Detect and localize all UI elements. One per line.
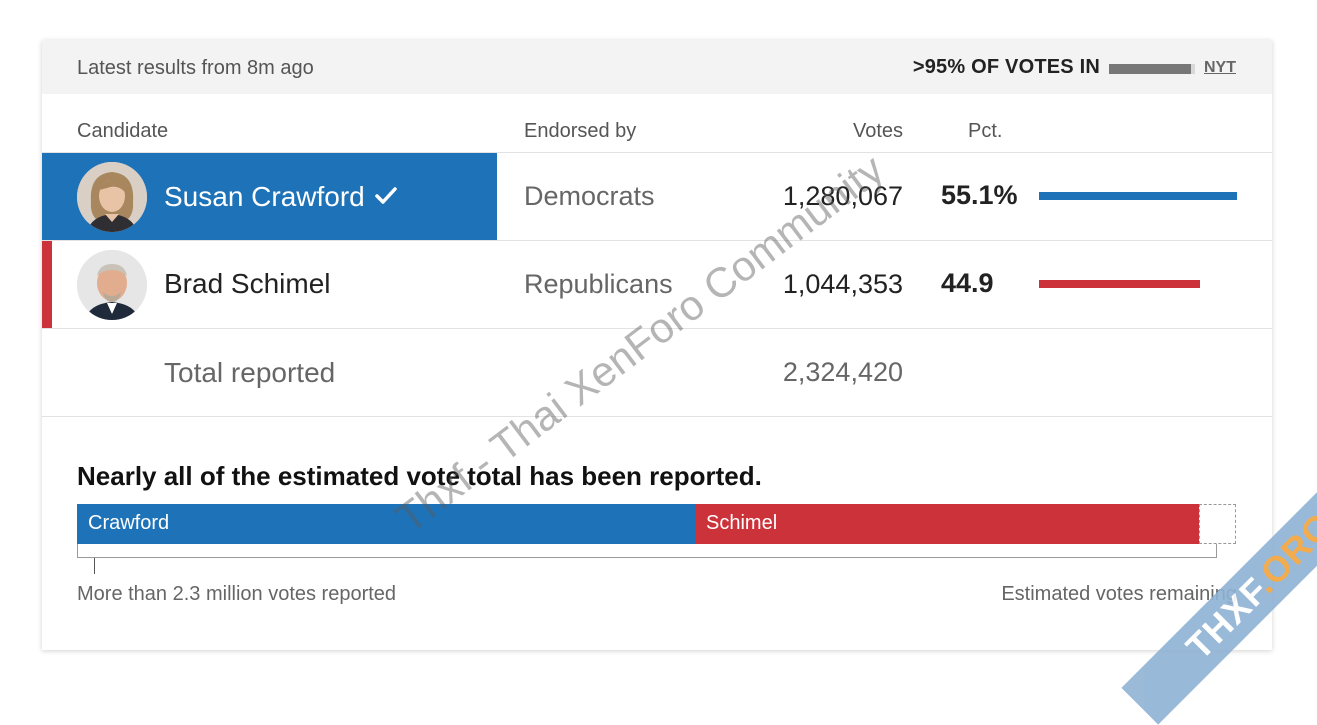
- table-divider: [42, 328, 1272, 329]
- checkmark-icon: [375, 180, 397, 212]
- avatar-crawford: [77, 162, 147, 232]
- results-card: Latest results from 8m ago >95% OF VOTES…: [42, 40, 1272, 650]
- vote-count: 1,044,353: [782, 269, 903, 299]
- candidate-row-schimel: Brad Schimel Republicans 1,044,353 44.9: [42, 241, 1272, 328]
- estimated-vote-stack-bar: Crawford Schimel: [77, 504, 1236, 544]
- party-color-stripe: [42, 241, 52, 328]
- table-divider: [42, 240, 1272, 241]
- reported-bracket-tick: [94, 558, 95, 574]
- table-divider: [42, 152, 1272, 153]
- avatar-schimel: [77, 250, 147, 320]
- total-reported-label: Total reported: [164, 357, 336, 388]
- total-vote-count: 2,324,420: [782, 357, 903, 387]
- total-row: Total reported 2,324,420: [42, 329, 1272, 416]
- source-link[interactable]: NYT: [1204, 59, 1236, 76]
- column-header-candidate: Candidate: [77, 120, 169, 142]
- candidate-name: Brad Schimel: [164, 268, 331, 299]
- endorsed-by: Republicans: [524, 269, 673, 299]
- reporting-progress-fill: [1109, 64, 1191, 74]
- candidate-row-crawford: Susan Crawford Democrats 1,280,067 55.1%: [42, 153, 1272, 240]
- stack-segment-crawford: Crawford: [77, 504, 695, 544]
- column-header-votes: Votes: [852, 120, 903, 142]
- vote-percent: 55.1%: [941, 180, 1018, 210]
- estimate-heading: Nearly all of the estimated vote total h…: [77, 461, 762, 491]
- reported-bracket: [77, 544, 1217, 558]
- endorsed-by: Democrats: [524, 181, 655, 211]
- votes-in-label: >95% OF VOTES IN: [912, 56, 1100, 78]
- column-header-pct: Pct.: [968, 120, 1003, 142]
- stack-segment-remaining: [1199, 504, 1236, 544]
- latest-results-text: Latest results from 8m ago: [77, 57, 314, 79]
- vote-count: 1,280,067: [782, 181, 903, 211]
- votes-remaining-label: Estimated votes remaining: [1001, 583, 1237, 605]
- percent-bar: [1039, 280, 1200, 288]
- table-divider: [42, 416, 1272, 417]
- candidate-name: Susan Crawford: [164, 180, 397, 213]
- percent-bar: [1039, 192, 1237, 200]
- vote-percent: 44.9: [941, 268, 994, 298]
- reporting-progress-bar: [1109, 64, 1195, 74]
- column-header-endorsed-by: Endorsed by: [524, 120, 637, 142]
- votes-reported-label: More than 2.3 million votes reported: [77, 583, 397, 605]
- stack-segment-schimel: Schimel: [695, 504, 1199, 544]
- results-header: Latest results from 8m ago >95% OF VOTES…: [42, 40, 1272, 94]
